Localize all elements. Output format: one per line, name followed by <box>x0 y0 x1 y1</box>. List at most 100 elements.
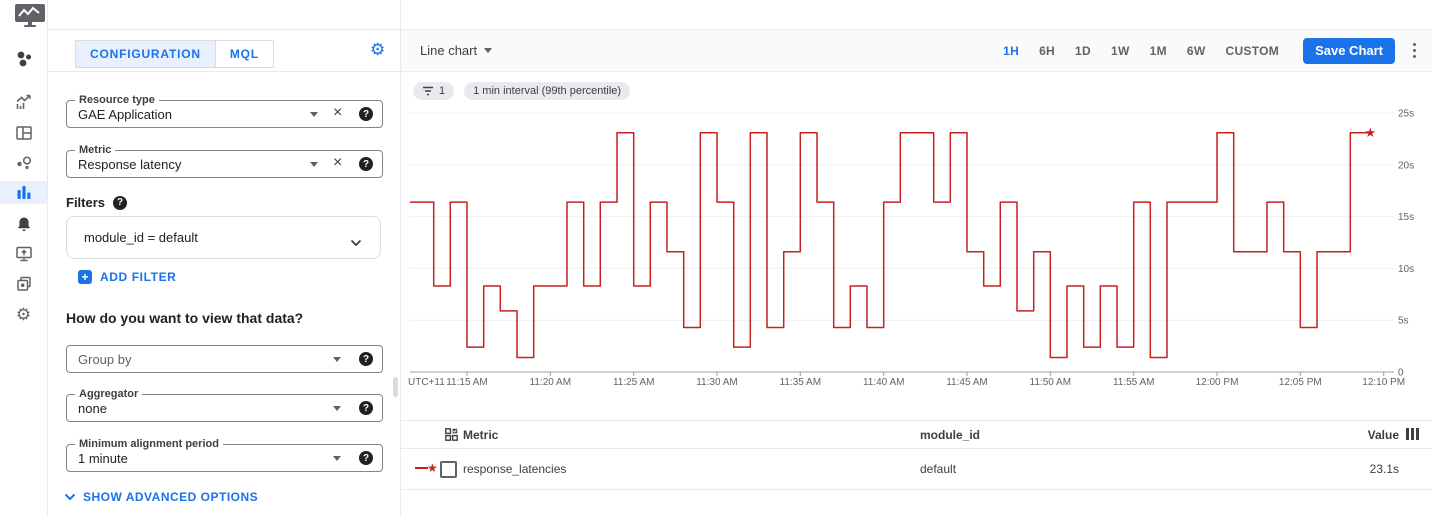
chart-type-dropdown[interactable]: Line chart <box>420 43 493 58</box>
bell-icon <box>17 217 30 232</box>
add-filter-button[interactable]: + ADD FILTER <box>78 270 176 284</box>
interval-chip[interactable]: 1 min interval (99th percentile) <box>464 82 631 100</box>
uptime-monitor-icon <box>15 246 32 262</box>
gear-icon: ⚙ <box>15 304 32 324</box>
range-button-1w[interactable]: 1W <box>1110 43 1130 58</box>
svg-text:UTC+11: UTC+11 <box>408 377 445 388</box>
svg-text:★: ★ <box>1364 126 1376 141</box>
metric-label: Metric <box>75 144 116 156</box>
range-button-custom[interactable]: CUSTOM <box>1225 43 1280 58</box>
help-icon[interactable]: ? <box>359 451 373 465</box>
filter-expression: module_id = default <box>84 230 198 245</box>
chart-panel: Line chart 1H 6H 1D 1W 1M 6W CUSTOM Save… <box>401 30 1432 516</box>
config-tab-group: CONFIGURATION MQL <box>75 40 274 68</box>
clear-icon[interactable]: × <box>333 154 343 171</box>
svg-text:11:45 AM: 11:45 AM <box>946 377 988 388</box>
column-header-module-id[interactable]: module_id <box>920 428 981 442</box>
row-checkbox[interactable] <box>440 461 457 478</box>
sidebar-item-settings[interactable]: ⚙ <box>0 304 47 324</box>
add-filter-label: ADD FILTER <box>100 270 177 284</box>
chevron-down-icon <box>64 493 76 501</box>
svg-text:12:05 PM: 12:05 PM <box>1279 377 1322 388</box>
column-header-value[interactable]: Value <box>1367 428 1399 442</box>
chevron-down-icon[interactable] <box>333 357 341 362</box>
min-alignment-value: 1 minute <box>78 451 128 466</box>
min-alignment-field[interactable]: Minimum alignment period 1 minute ? <box>66 438 383 472</box>
show-advanced-options-label: SHOW ADVANCED OPTIONS <box>83 490 259 504</box>
range-button-6w[interactable]: 6W <box>1186 43 1206 58</box>
metric-value: Response latency <box>78 157 182 172</box>
chevron-down-icon <box>350 234 362 252</box>
chevron-down-icon[interactable] <box>310 112 318 117</box>
sidebar-item-alerting[interactable] <box>0 214 47 234</box>
plus-icon: + <box>78 270 92 284</box>
sidebar-item-services[interactable] <box>0 153 47 173</box>
latency-line-chart[interactable]: 25s 20s 15s 10s 5s 0 11:15 AM 11:20 AM 11:25 AM 1… <box>401 100 1432 400</box>
filter-count: 1 <box>439 85 446 97</box>
chevron-down-icon[interactable] <box>310 162 318 167</box>
columns-icon[interactable] <box>1406 428 1419 440</box>
panel-scrollbar-thumb[interactable] <box>393 377 398 397</box>
configuration-panel-header: CONFIGURATION MQL ⚙ <box>48 30 400 72</box>
svg-text:11:40 AM: 11:40 AM <box>863 377 905 388</box>
range-button-6h[interactable]: 6H <box>1039 43 1056 58</box>
sidebar-item-metrics-explorer[interactable] <box>0 183 47 203</box>
help-icon[interactable]: ? <box>359 157 373 171</box>
sidebar-item-dashboards[interactable] <box>0 123 47 143</box>
dashboards-icon <box>15 126 32 140</box>
chart-chips-row: 1 1 min interval (99th percentile) <box>413 82 631 100</box>
table-header-row: Metric module_id Value <box>401 420 1432 449</box>
range-button-1m[interactable]: 1M <box>1149 43 1167 58</box>
filter-list-icon <box>423 86 433 96</box>
legend-grid-check-icon[interactable] <box>445 428 458 444</box>
svg-text:15s: 15s <box>1398 212 1414 223</box>
range-button-1h[interactable]: 1H <box>1003 43 1020 58</box>
svg-text:11:20 AM: 11:20 AM <box>530 377 572 388</box>
tab-mql[interactable]: MQL <box>214 41 273 67</box>
filters-label: Filters <box>66 195 106 210</box>
config-settings-gear-icon[interactable]: ⚙ <box>370 40 386 59</box>
group-by-field[interactable]: Group by ? <box>66 345 383 373</box>
sidebar-item-monitoring-overview[interactable] <box>0 49 47 69</box>
help-icon[interactable]: ? <box>359 107 373 121</box>
metric-field[interactable]: Metric Response latency × ? <box>66 144 383 178</box>
chart-type-label: Line chart <box>420 43 478 58</box>
svg-text:11:35 AM: 11:35 AM <box>780 377 822 388</box>
svg-text:5s: 5s <box>1398 316 1409 327</box>
legend-line-swatch <box>415 467 428 469</box>
metrics-explorer-icon <box>17 186 30 199</box>
resource-type-field[interactable]: Resource type GAE Application × ? <box>66 94 383 128</box>
aggregator-value: none <box>78 401 107 416</box>
help-icon[interactable]: ? <box>359 352 373 366</box>
star-icon: ★ <box>427 461 438 475</box>
caret-down-icon <box>484 48 493 53</box>
tab-configuration[interactable]: CONFIGURATION <box>76 41 215 67</box>
configuration-panel: CONFIGURATION MQL ⚙ Resource type GAE Ap… <box>48 30 400 516</box>
chevron-down-icon[interactable] <box>333 406 341 411</box>
chevron-down-icon[interactable] <box>333 456 341 461</box>
panel-divider <box>400 0 401 516</box>
svg-text:0: 0 <box>1398 368 1404 379</box>
more-options-icon[interactable] <box>1411 41 1418 60</box>
range-button-1d[interactable]: 1D <box>1075 43 1091 58</box>
svg-text:11:30 AM: 11:30 AM <box>696 377 738 388</box>
cell-metric: response_latencies <box>463 462 567 476</box>
clear-icon[interactable]: × <box>333 104 343 121</box>
table-row[interactable]: ★ response_latencies default 23.1s <box>401 449 1432 490</box>
aggregator-field[interactable]: Aggregator none ? <box>66 388 383 422</box>
monitoring-logo-icon[interactable] <box>13 3 47 33</box>
save-chart-button[interactable]: Save Chart <box>1303 37 1395 64</box>
help-icon[interactable]: ? <box>113 195 128 210</box>
sidebar-item-groups[interactable] <box>0 274 47 294</box>
help-icon[interactable]: ? <box>359 401 373 415</box>
resource-type-value: GAE Application <box>78 107 172 122</box>
view-data-question: How do you want to view that data? <box>66 310 304 326</box>
filter-chip-module-id[interactable]: module_id = default <box>66 216 381 259</box>
time-range-toolbar: 1H 6H 1D 1W 1M 6W CUSTOM Save Chart <box>993 30 1418 71</box>
column-header-metric[interactable]: Metric <box>463 428 499 442</box>
show-advanced-options-button[interactable]: SHOW ADVANCED OPTIONS <box>64 490 258 504</box>
sidebar-item-uptime-checks[interactable] <box>0 244 47 264</box>
sidebar-item-metrics[interactable] <box>0 93 47 113</box>
filter-count-chip[interactable]: 1 <box>413 82 455 100</box>
svg-text:11:15 AM: 11:15 AM <box>446 377 488 388</box>
